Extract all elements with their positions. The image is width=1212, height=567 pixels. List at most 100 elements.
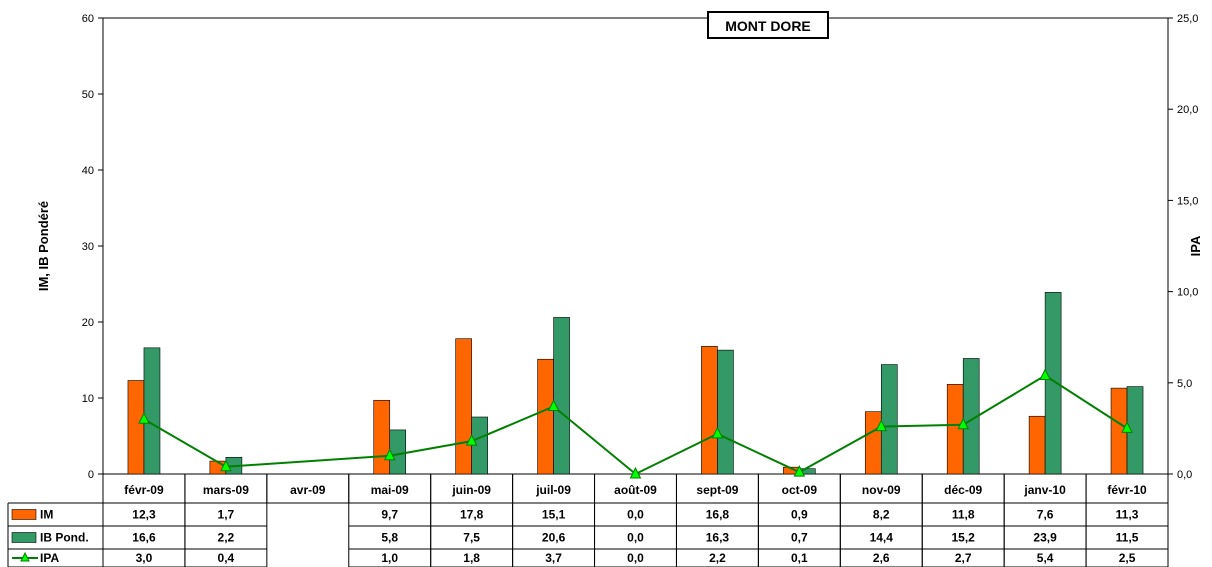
y2-tick-label: 5,0 — [1177, 378, 1192, 390]
table-value: 16,6 — [132, 531, 156, 545]
category-label: oct-09 — [782, 483, 818, 497]
ipa-point-10 — [1039, 368, 1051, 381]
ipa-point-0 — [138, 412, 150, 424]
ipa-point-2 — [383, 448, 396, 461]
bar-ib-pond-0 — [143, 347, 161, 475]
y-tick-label: 20 — [82, 317, 94, 329]
chart-title-box — [707, 11, 829, 39]
plot-area — [102, 17, 1169, 475]
table-value: 16,8 — [706, 508, 730, 522]
category-label: sept-09 — [696, 483, 738, 497]
table-value: 7,5 — [463, 531, 480, 545]
category-label: févr-09 — [124, 483, 164, 497]
legend-key-1 — [11, 532, 37, 543]
category-label: avr-09 — [290, 483, 326, 497]
table-value: 23,9 — [1033, 531, 1057, 545]
ipa-point-7 — [793, 465, 806, 477]
ipa-point-4 — [547, 399, 560, 412]
y-tick-label: 50 — [82, 89, 94, 101]
category-label: mars-09 — [203, 483, 249, 497]
ipa-line — [143, 374, 1128, 476]
table-value: 0,7 — [791, 531, 808, 545]
y-tick-label: 0 — [88, 469, 94, 481]
table-value: 7,6 — [1037, 508, 1054, 522]
table-value: 2,5 — [1119, 551, 1136, 565]
bar-ib-pond-11 — [1044, 292, 1062, 475]
table-value: 15,2 — [952, 531, 976, 545]
ipa-point-5 — [629, 466, 642, 479]
table-value: 2,6 — [873, 551, 890, 565]
ipa-line-group — [138, 368, 1133, 479]
table-value: 14,4 — [870, 531, 894, 545]
table-value: 15,1 — [542, 508, 566, 522]
y-axis-label: IM, IB Pondéré — [36, 201, 51, 291]
y-tick-label: 10 — [82, 393, 94, 405]
y2-tick-label: 15,0 — [1177, 195, 1198, 207]
table-value: 1,0 — [381, 551, 398, 565]
table-value: 12,3 — [132, 508, 156, 522]
y-tick-label: 30 — [82, 241, 94, 253]
table-value: 16,3 — [706, 531, 730, 545]
table-value: 11,5 — [1116, 531, 1139, 545]
ipa-point-6 — [711, 426, 724, 439]
bar-im-11 — [1028, 415, 1046, 475]
table-value: 1,8 — [463, 551, 480, 565]
table-value: 0,4 — [218, 551, 235, 565]
table-value: 5,8 — [381, 531, 398, 545]
table-value: 8,2 — [873, 508, 890, 522]
table-value: 2,2 — [218, 531, 235, 545]
ipa-point-3 — [465, 434, 478, 446]
category-label: juin-09 — [451, 483, 491, 497]
data-table: févr-09 mars-09 avr-09 mai-09 juin-09 juil-09… — [7, 474, 1169, 567]
table-value: 20,6 — [542, 531, 566, 545]
table-value: 11,3 — [1116, 508, 1139, 522]
bar-im-4 — [455, 338, 472, 475]
bar-im-7 — [701, 346, 718, 475]
y-tick-label: 40 — [82, 165, 94, 177]
category-label: déc-09 — [944, 483, 982, 497]
table-value: 5,4 — [1037, 551, 1054, 565]
category-label: juil-09 — [535, 483, 571, 497]
category-label: févr-10 — [1107, 483, 1147, 497]
bar-im-3 — [373, 399, 391, 475]
category-label: mai-09 — [371, 483, 409, 497]
y2-tick-label: 0,0 — [1177, 469, 1192, 481]
legend-label: IM — [40, 508, 53, 522]
bar-im-9 — [864, 411, 882, 475]
chart-title: MONT DORE — [725, 18, 811, 34]
table-value: 0,0 — [627, 531, 644, 545]
table-value: 11,8 — [952, 508, 975, 522]
axes-group: 0 10 20 30 40 50 60 0,0 5,0 10,0 15,0 20,0 25,0 — [82, 13, 1199, 481]
table-value: 1,7 — [218, 508, 235, 522]
y2-tick-label: 20,0 — [1177, 104, 1198, 116]
ipa-point-11 — [1121, 421, 1133, 433]
table-value: 3,7 — [545, 551, 562, 565]
bar-ib-pond-5 — [553, 317, 570, 475]
legend-label: IB Pond. — [40, 531, 89, 545]
category-label: janv-10 — [1023, 483, 1066, 497]
y2-axis-label: IPA — [1188, 235, 1203, 256]
table-value: 0,0 — [627, 508, 644, 522]
table-value: 2,2 — [709, 551, 726, 565]
table-value: 0,1 — [791, 551, 808, 565]
bars-group — [127, 292, 1144, 475]
bar-ib-pond-3 — [389, 429, 407, 475]
legend-key-0 — [11, 509, 37, 520]
table-value: 3,0 — [136, 551, 153, 565]
table-value: 9,7 — [381, 508, 398, 522]
y-tick-label: 60 — [82, 13, 94, 25]
y2-tick-label: 10,0 — [1177, 287, 1198, 299]
bar-im-5 — [537, 358, 554, 475]
category-label: nov-09 — [862, 483, 901, 497]
table-value: 2,7 — [955, 551, 972, 565]
table-value: 0,9 — [791, 508, 808, 522]
bar-ib-pond-7 — [717, 349, 734, 475]
y2-tick-label: 25,0 — [1177, 13, 1198, 25]
legend-key-marker — [20, 551, 30, 562]
table-value: 0,0 — [627, 551, 644, 565]
table-value: 17,8 — [460, 508, 484, 522]
ipa-point-8 — [875, 419, 888, 432]
legend-label: IPA — [40, 551, 59, 565]
bar-ib-pond-9 — [880, 364, 898, 475]
